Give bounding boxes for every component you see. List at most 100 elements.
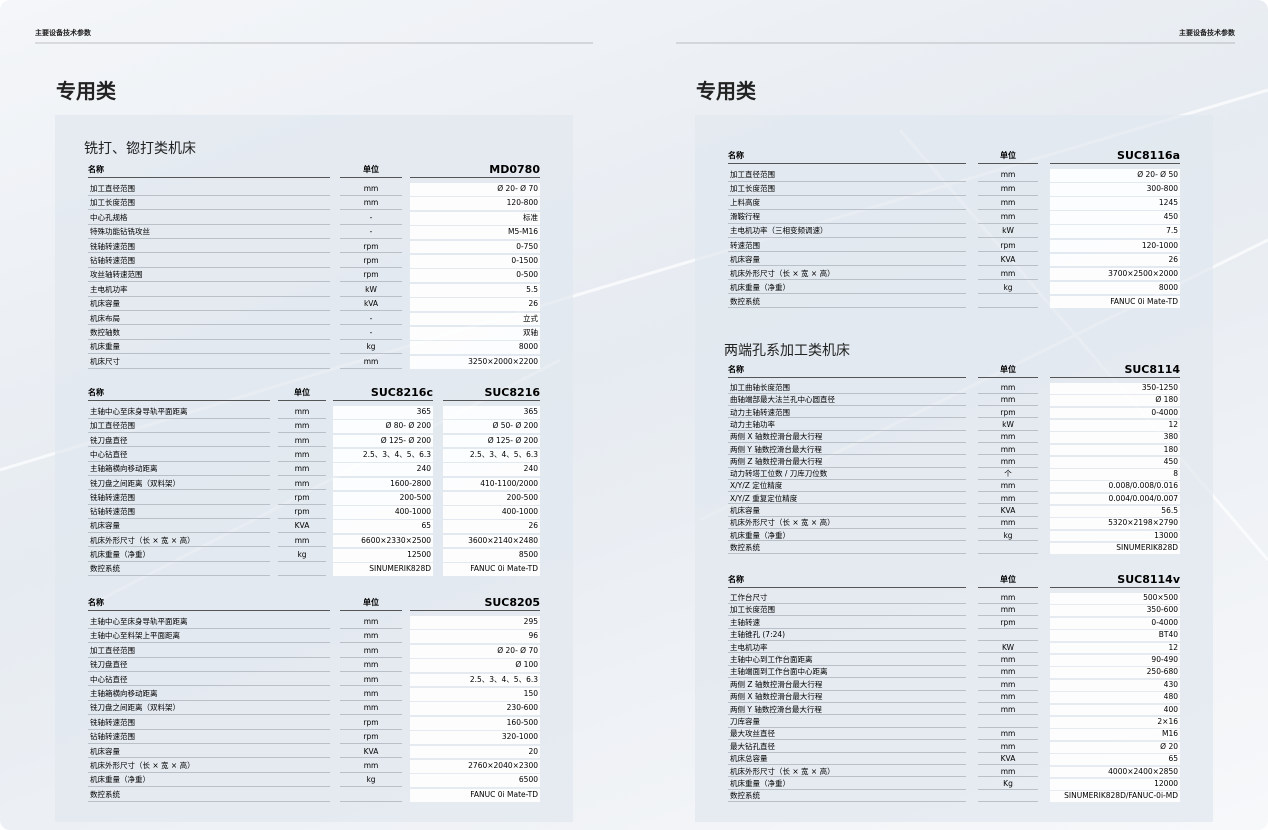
row-label: 两侧 Z 轴数控滑台最大行程	[728, 680, 966, 691]
page-header: 主要设备技术参数	[1179, 29, 1235, 37]
row-label: 机床容量	[88, 746, 330, 759]
unit-cell: mm	[978, 692, 1038, 704]
unit-cell: mm	[978, 680, 1038, 691]
unit-cell: mm	[340, 760, 402, 773]
value-cell: 0-4000	[1050, 407, 1180, 419]
column-header: 名称	[728, 573, 966, 588]
value-cell: 410-1100/2000	[443, 477, 540, 491]
row-label: 主电机功率	[88, 284, 330, 297]
row-label: 特殊功能钻铣攻丝	[88, 226, 330, 240]
value-cell: 56.5	[1050, 506, 1180, 517]
row-label: 动力主轴功率	[728, 420, 966, 431]
value-cell: 6500	[410, 774, 540, 788]
value-cell: 8000	[1050, 281, 1180, 295]
value-cell: 5320×2198×2790	[1050, 518, 1180, 530]
row-label: 数控轴数	[88, 327, 330, 340]
unit-cell: kW	[978, 225, 1038, 238]
value-cell: FANUC 0i Mate-TD	[443, 563, 540, 577]
value-cell: 2760×2040×2300	[410, 760, 540, 773]
value-cell: 180	[1050, 444, 1180, 456]
unit-cell: KVA	[278, 520, 326, 534]
unit-cell	[978, 296, 1038, 309]
value-cell: FANUC 0i Mate-TD	[1050, 295, 1180, 309]
unit-cell	[278, 563, 326, 577]
unit-cell: mm	[278, 420, 326, 434]
unit-cell: kg	[340, 774, 402, 788]
value-cell: FANUC 0i Mate-TD	[410, 788, 540, 802]
value-cell: 450	[1050, 456, 1180, 468]
value-cell: 0-750	[410, 240, 540, 254]
row-label: 中心钻直径	[88, 674, 330, 687]
value-cell: 230-600	[410, 702, 540, 716]
row-label: 主电机功率	[728, 643, 966, 654]
row-label: 机床容量	[728, 254, 966, 267]
value-cell: 320-1000	[410, 731, 540, 745]
row-label: 最大攻丝直径	[728, 729, 966, 741]
value-cell: Ø 100	[410, 659, 540, 673]
value-cell: 400	[1050, 704, 1180, 716]
column-header: 单位	[340, 596, 402, 611]
unit-cell: mm	[978, 457, 1038, 468]
value-cell: 240	[443, 463, 540, 476]
value-cell: Ø 20	[1050, 741, 1180, 753]
row-label: 数控系统	[728, 791, 966, 803]
unit-cell: mm	[278, 535, 326, 548]
value-cell: 0-1500	[410, 255, 540, 268]
value-cell: 96	[410, 630, 540, 644]
row-label: 加工直径范围	[728, 169, 966, 182]
row-label: 加工曲轴长度范围	[728, 383, 966, 394]
value-cell: 120-800	[410, 197, 540, 211]
row-label: 主轴端面到工作台面中心距离	[728, 667, 966, 679]
row-label: 机床重量（净重）	[728, 531, 966, 542]
row-label: 机床总容量	[728, 754, 966, 766]
row-label: 主轴中心至床身导轨平面距离	[88, 406, 270, 419]
unit-cell: mm	[340, 688, 402, 701]
row-label: 数控系统	[88, 789, 330, 802]
value-cell: Ø 80- Ø 200	[333, 420, 433, 434]
value-cell: 120-1000	[1050, 239, 1180, 253]
unit-cell: rpm	[340, 241, 402, 254]
value-cell: 26	[443, 520, 540, 534]
unit-cell: KVA	[978, 506, 1038, 517]
unit-cell: mm	[340, 674, 402, 687]
row-label: 机床容量	[88, 520, 270, 534]
value-cell: 12000	[1050, 779, 1180, 790]
unit-cell: rpm	[978, 408, 1038, 419]
value-cell: 20	[410, 745, 540, 759]
value-cell: 12	[1050, 642, 1180, 654]
row-label: 主电机功率（三相变频调速）	[728, 225, 966, 238]
row-label: 刀库容量	[728, 717, 966, 728]
unit-cell: mm	[340, 702, 402, 716]
value-cell: 双轴	[410, 327, 540, 340]
row-label: 铣轴转速范围	[88, 241, 330, 254]
row-label: 机床外形尺寸（长 × 宽 × 高）	[728, 767, 966, 778]
row-label: 两侧 X 轴数控滑台最大行程	[728, 692, 966, 704]
row-label: 两侧 Y 轴数控滑台最大行程	[728, 705, 966, 716]
value-cell: 3600×2140×2480	[443, 534, 540, 548]
row-label: 机床重量（净重）	[88, 774, 330, 788]
row-label: 滑鞍行程	[728, 211, 966, 224]
column-header: 单位	[978, 573, 1038, 588]
unit-cell: rpm	[340, 717, 402, 730]
value-cell: 12	[1050, 419, 1180, 431]
unit-cell: mm	[978, 395, 1038, 407]
column-header: 名称	[88, 386, 270, 401]
value-cell: 3700×2500×2000	[1050, 267, 1180, 281]
row-label: 机床外形尺寸（长 × 宽 × 高）	[88, 760, 330, 773]
row-label: 主轴箱横向移动距离	[88, 463, 270, 476]
value-cell: 3250×2000×2200	[410, 355, 540, 369]
value-cell: SINUMERIK828D	[1050, 542, 1180, 554]
value-cell: Ø 50- Ø 200	[443, 420, 540, 434]
value-cell: 250-680	[1050, 667, 1180, 679]
row-label: 动力转塔工位数 / 刀库刀位数	[728, 469, 966, 480]
row-label: 两侧 Y 轴数控滑台最大行程	[728, 445, 966, 456]
row-label: 加工直径范围	[88, 420, 270, 434]
unit-cell: mm	[278, 435, 326, 448]
unit-cell: mm	[978, 481, 1038, 493]
unit-cell: -	[340, 327, 402, 340]
unit-cell: mm	[340, 197, 402, 211]
column-header: SUC8114	[1050, 363, 1180, 378]
heading: 专用类	[56, 79, 116, 103]
value-cell: 430	[1050, 679, 1180, 691]
row-label: 主轴中心到工作台面距离	[728, 655, 966, 666]
